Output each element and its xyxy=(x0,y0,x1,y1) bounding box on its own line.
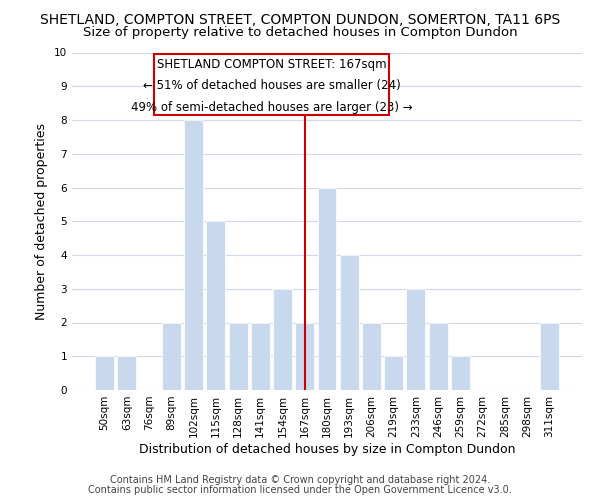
FancyBboxPatch shape xyxy=(154,54,389,115)
Text: Contains HM Land Registry data © Crown copyright and database right 2024.: Contains HM Land Registry data © Crown c… xyxy=(110,475,490,485)
Text: Size of property relative to detached houses in Compton Dundon: Size of property relative to detached ho… xyxy=(83,26,517,39)
Bar xyxy=(429,322,448,390)
Bar xyxy=(340,255,359,390)
Bar xyxy=(451,356,470,390)
Bar xyxy=(540,322,559,390)
Bar xyxy=(118,356,136,390)
Bar xyxy=(251,322,270,390)
Bar xyxy=(384,356,403,390)
Bar xyxy=(317,188,337,390)
X-axis label: Distribution of detached houses by size in Compton Dundon: Distribution of detached houses by size … xyxy=(139,442,515,456)
Text: Contains public sector information licensed under the Open Government Licence v3: Contains public sector information licen… xyxy=(88,485,512,495)
Text: SHETLAND COMPTON STREET: 167sqm: SHETLAND COMPTON STREET: 167sqm xyxy=(157,58,386,71)
Bar xyxy=(273,289,292,390)
Bar xyxy=(162,322,181,390)
Bar xyxy=(229,322,248,390)
Bar xyxy=(95,356,114,390)
Bar xyxy=(206,221,225,390)
Bar xyxy=(295,322,314,390)
Bar xyxy=(406,289,425,390)
Bar xyxy=(184,120,203,390)
Text: ← 51% of detached houses are smaller (24): ← 51% of detached houses are smaller (24… xyxy=(143,80,400,92)
Text: SHETLAND, COMPTON STREET, COMPTON DUNDON, SOMERTON, TA11 6PS: SHETLAND, COMPTON STREET, COMPTON DUNDON… xyxy=(40,12,560,26)
Text: 49% of semi-detached houses are larger (23) →: 49% of semi-detached houses are larger (… xyxy=(131,101,412,114)
Bar xyxy=(362,322,381,390)
Y-axis label: Number of detached properties: Number of detached properties xyxy=(35,122,49,320)
